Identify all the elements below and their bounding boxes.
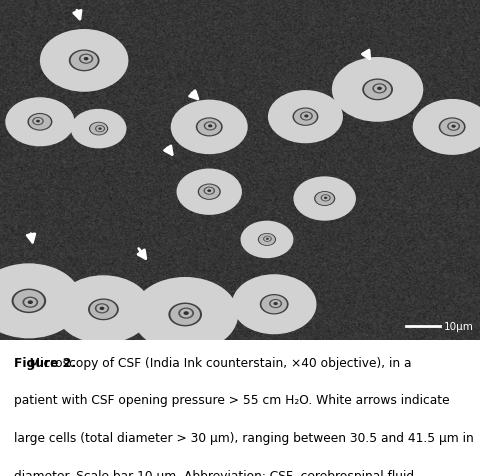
Circle shape bbox=[29, 115, 51, 130]
Circle shape bbox=[264, 237, 270, 242]
Circle shape bbox=[448, 123, 457, 130]
Circle shape bbox=[331, 58, 422, 122]
Circle shape bbox=[293, 177, 355, 221]
Circle shape bbox=[168, 303, 202, 327]
Circle shape bbox=[315, 192, 333, 206]
Circle shape bbox=[71, 52, 97, 71]
Circle shape bbox=[96, 127, 104, 132]
Circle shape bbox=[438, 118, 465, 137]
Circle shape bbox=[207, 190, 211, 193]
Circle shape bbox=[69, 50, 99, 72]
Circle shape bbox=[313, 192, 335, 207]
Circle shape bbox=[257, 233, 276, 247]
Circle shape bbox=[95, 126, 105, 133]
Circle shape bbox=[267, 91, 342, 144]
Circle shape bbox=[90, 300, 117, 319]
Circle shape bbox=[293, 109, 316, 126]
Circle shape bbox=[24, 298, 36, 307]
Circle shape bbox=[71, 109, 126, 149]
Circle shape bbox=[89, 122, 108, 136]
Circle shape bbox=[324, 197, 326, 199]
Circle shape bbox=[292, 108, 318, 127]
Circle shape bbox=[259, 294, 288, 315]
Circle shape bbox=[300, 112, 312, 121]
Circle shape bbox=[79, 54, 93, 65]
Text: Figure 2.: Figure 2. bbox=[14, 356, 76, 369]
Text: 10μm: 10μm bbox=[443, 322, 473, 332]
Circle shape bbox=[412, 99, 480, 156]
Circle shape bbox=[13, 290, 44, 312]
Circle shape bbox=[207, 125, 212, 128]
Circle shape bbox=[170, 304, 200, 325]
Circle shape bbox=[320, 195, 330, 202]
Circle shape bbox=[450, 125, 455, 129]
Circle shape bbox=[88, 299, 119, 321]
Circle shape bbox=[96, 305, 107, 313]
Circle shape bbox=[321, 196, 329, 201]
Circle shape bbox=[265, 238, 268, 240]
Circle shape bbox=[446, 122, 459, 131]
Circle shape bbox=[170, 100, 247, 155]
Circle shape bbox=[132, 278, 238, 352]
Circle shape bbox=[363, 80, 390, 100]
Circle shape bbox=[81, 56, 91, 63]
Circle shape bbox=[90, 123, 107, 135]
Circle shape bbox=[199, 185, 219, 199]
Circle shape bbox=[261, 296, 286, 314]
Circle shape bbox=[258, 234, 275, 246]
Circle shape bbox=[183, 312, 189, 315]
Circle shape bbox=[32, 118, 44, 126]
Circle shape bbox=[40, 30, 128, 92]
Circle shape bbox=[361, 79, 392, 101]
Circle shape bbox=[0, 264, 82, 338]
Circle shape bbox=[373, 85, 384, 93]
Circle shape bbox=[304, 115, 308, 118]
Circle shape bbox=[176, 169, 241, 216]
Circle shape bbox=[55, 276, 151, 344]
Circle shape bbox=[270, 300, 280, 307]
Circle shape bbox=[205, 123, 215, 130]
Circle shape bbox=[301, 113, 311, 120]
Circle shape bbox=[372, 84, 386, 94]
Circle shape bbox=[376, 88, 381, 91]
Text: diameter. Scale bar 10 μm. Abbreviation: CSF, cerebrospinal fluid.: diameter. Scale bar 10 μm. Abbreviation:… bbox=[14, 469, 418, 476]
Circle shape bbox=[5, 98, 74, 147]
Circle shape bbox=[180, 309, 192, 318]
Text: Microscopy of CSF (India Ink counterstain, ×40 objective), in a: Microscopy of CSF (India Ink counterstai… bbox=[14, 356, 411, 369]
Circle shape bbox=[203, 187, 215, 195]
Circle shape bbox=[12, 289, 46, 314]
Circle shape bbox=[269, 299, 281, 308]
Circle shape bbox=[28, 301, 33, 305]
Circle shape bbox=[95, 304, 109, 314]
Circle shape bbox=[178, 308, 193, 319]
Circle shape bbox=[195, 118, 222, 137]
Circle shape bbox=[273, 302, 277, 306]
Circle shape bbox=[439, 119, 463, 136]
Circle shape bbox=[203, 122, 216, 131]
Circle shape bbox=[27, 114, 52, 131]
Circle shape bbox=[36, 120, 40, 123]
Circle shape bbox=[231, 275, 316, 335]
Circle shape bbox=[34, 119, 42, 125]
Circle shape bbox=[99, 307, 104, 310]
Circle shape bbox=[204, 188, 213, 194]
Text: large cells (total diameter > 30 μm), ranging between 30.5 and 41.5 μm in: large cells (total diameter > 30 μm), ra… bbox=[14, 431, 473, 444]
Circle shape bbox=[263, 236, 271, 242]
Circle shape bbox=[240, 221, 293, 258]
Text: patient with CSF opening pressure > 55 cm H₂O. White arrows indicate: patient with CSF opening pressure > 55 c… bbox=[14, 394, 449, 407]
Circle shape bbox=[197, 119, 221, 136]
Circle shape bbox=[22, 297, 38, 308]
Circle shape bbox=[197, 184, 220, 200]
Circle shape bbox=[98, 128, 101, 130]
Circle shape bbox=[84, 58, 88, 61]
